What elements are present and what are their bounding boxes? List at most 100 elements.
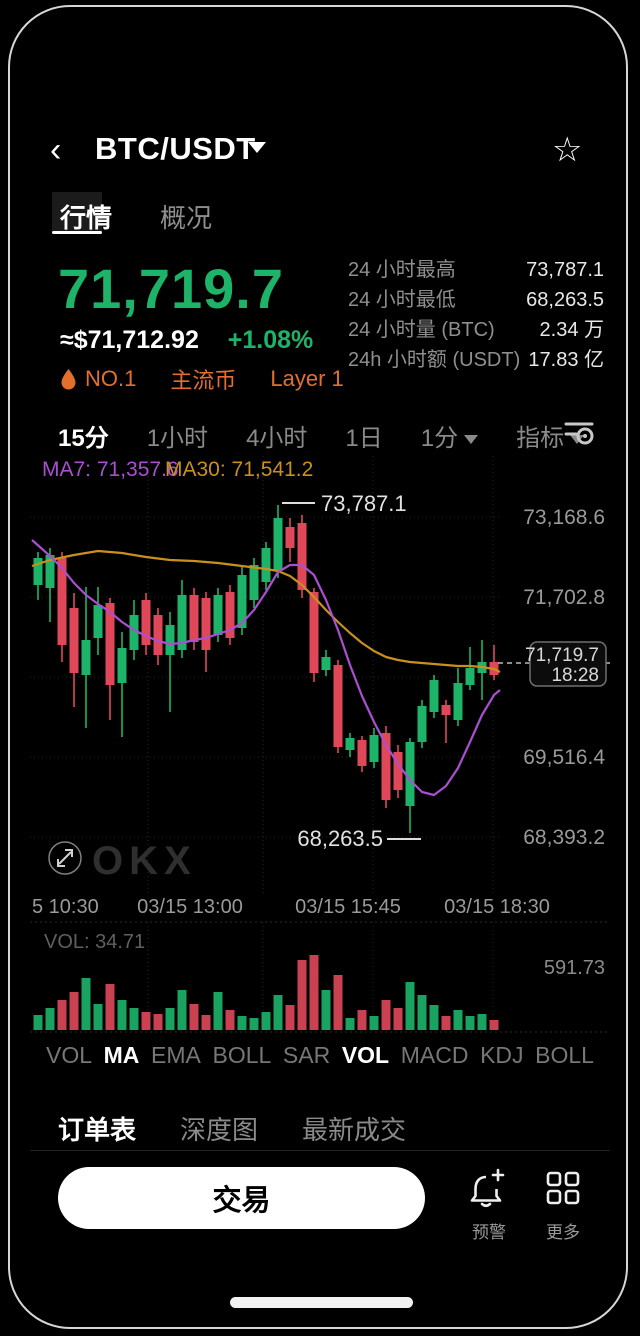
y-axis-label: 68,393.2 (523, 826, 605, 849)
candle-body (249, 565, 259, 600)
volume-bar (45, 1008, 55, 1030)
candle-body (381, 733, 391, 800)
candle-body (345, 738, 355, 750)
x-axis-label: 03/15 13:00 (137, 896, 243, 918)
indicator-vol[interactable]: VOL (46, 1042, 93, 1068)
timeframe-指标[interactable]: 指标 (516, 418, 585, 453)
candle-body (105, 603, 115, 685)
home-indicator[interactable] (230, 1297, 413, 1308)
back-icon[interactable]: ‹ (50, 131, 62, 169)
candle-body (297, 523, 307, 590)
orderbook-tabs: 订单表 深度图 最新成交 (58, 1110, 406, 1147)
volume-bar (441, 1016, 451, 1030)
timeframe-row: 15分 1小时 4小时 1日 1分 指标 (58, 418, 585, 453)
volume-bar (297, 960, 307, 1030)
volume-bar (321, 990, 331, 1030)
ma30-line (31, 549, 501, 673)
timeframe-1小时[interactable]: 1小时 (146, 425, 209, 452)
last-price: 71,719.7 (58, 257, 284, 320)
badge-主流币[interactable]: 主流币 (170, 368, 237, 393)
chevron-down-icon (570, 435, 585, 445)
candle-body (201, 598, 211, 650)
candle-body (309, 592, 319, 673)
badge-no.1[interactable]: NO.1 (60, 366, 136, 392)
page-title[interactable]: BTC/USDT (95, 131, 256, 166)
volume-bar (489, 1020, 499, 1030)
alert-button[interactable]: 预警 (457, 1168, 521, 1243)
volume-bar (237, 1016, 247, 1030)
candle-body (93, 605, 103, 638)
expand-icon (58, 851, 72, 865)
last-price-badge-price: 71,719.7 (525, 645, 599, 666)
favorite-star-icon[interactable]: ☆ (552, 131, 583, 169)
volume-bar (261, 1012, 271, 1030)
indicator-kdj[interactable]: KDJ (480, 1042, 524, 1068)
bottom-tab-订单表[interactable]: 订单表 (58, 1115, 137, 1145)
indicator-vol[interactable]: VOL (341, 1042, 390, 1068)
volume-bar (417, 995, 427, 1030)
market-tabs: 行情 概况 (60, 198, 212, 235)
chevron-down-icon (464, 435, 479, 445)
volume-bar (105, 984, 115, 1030)
x-axis-label: 5 10:30 (32, 896, 99, 918)
volume-label: VOL: 34.71 (44, 931, 145, 953)
candle-body (177, 595, 187, 650)
indicator-settings-icon[interactable] (563, 417, 597, 447)
volume-bar (393, 1008, 403, 1030)
volume-bar (381, 1000, 391, 1030)
indicator-ma[interactable]: MA (103, 1042, 140, 1068)
candle-body (213, 595, 223, 635)
okx-watermark: OKX (92, 839, 197, 883)
volume-bar (405, 982, 415, 1030)
candle-body (153, 615, 163, 655)
tab-market[interactable]: 行情 (60, 203, 113, 233)
indicator-sar[interactable]: SAR (282, 1042, 331, 1068)
timeframe-4小时[interactable]: 4小时 (246, 425, 308, 452)
indicator-boll[interactable]: BOLL (212, 1042, 272, 1068)
volume-bar (213, 992, 223, 1030)
candle-body (453, 683, 463, 720)
candle-body (333, 665, 343, 747)
ma7-label: MA7: 71,357.6 (42, 458, 179, 481)
timeframe-1日[interactable]: 1日 (345, 425, 383, 452)
last-price-badge[interactable] (529, 641, 607, 687)
token-badges: NO.1 主流币 Layer 1 (60, 363, 344, 395)
tab-overview[interactable]: 概况 (160, 203, 213, 233)
stat-label: 24h 小时额 (USDT) (348, 349, 521, 371)
volume-bar (273, 995, 283, 1030)
volume-bar (225, 1010, 235, 1030)
pair-dropdown-icon[interactable] (248, 142, 266, 153)
grid-more-icon (546, 1171, 580, 1205)
volume-bar (81, 978, 91, 1030)
volume-bar (117, 1000, 127, 1030)
candle-body (237, 575, 247, 628)
timeframe-15分[interactable]: 15分 (58, 425, 109, 452)
volume-bar (33, 1015, 43, 1030)
candle-body (285, 527, 295, 548)
candle-body (465, 668, 475, 685)
badge-layer-1[interactable]: Layer 1 (270, 366, 344, 391)
timeframe-1分[interactable]: 1分 (421, 418, 479, 453)
bottom-tab-深度图[interactable]: 深度图 (180, 1115, 259, 1145)
indicator-macd[interactable]: MACD (400, 1042, 469, 1068)
last-price-badge-time: 18:28 (551, 665, 599, 686)
candle-body (357, 740, 367, 766)
candle-body (45, 555, 55, 588)
volume-bar (453, 1010, 463, 1030)
y-axis-label: 73,168.6 (523, 506, 605, 529)
stat-value: 17.83 亿 (528, 349, 604, 371)
trade-button[interactable]: 交易 (58, 1167, 425, 1229)
candle-body (33, 558, 43, 585)
expand-icon (57, 859, 65, 867)
high-annotation-label: 73,787.1 (321, 491, 407, 516)
indicator-boll[interactable]: BOLL (535, 1042, 594, 1068)
more-button[interactable]: 更多 (531, 1168, 595, 1243)
expand-icon (48, 841, 82, 875)
bottom-tab-最新成交[interactable]: 最新成交 (302, 1115, 407, 1145)
volume-bar (369, 1016, 379, 1030)
volume-bar (357, 1010, 367, 1030)
candle-body (57, 558, 67, 645)
indicator-ema[interactable]: EMA (151, 1042, 201, 1068)
volume-bar (285, 1005, 295, 1030)
